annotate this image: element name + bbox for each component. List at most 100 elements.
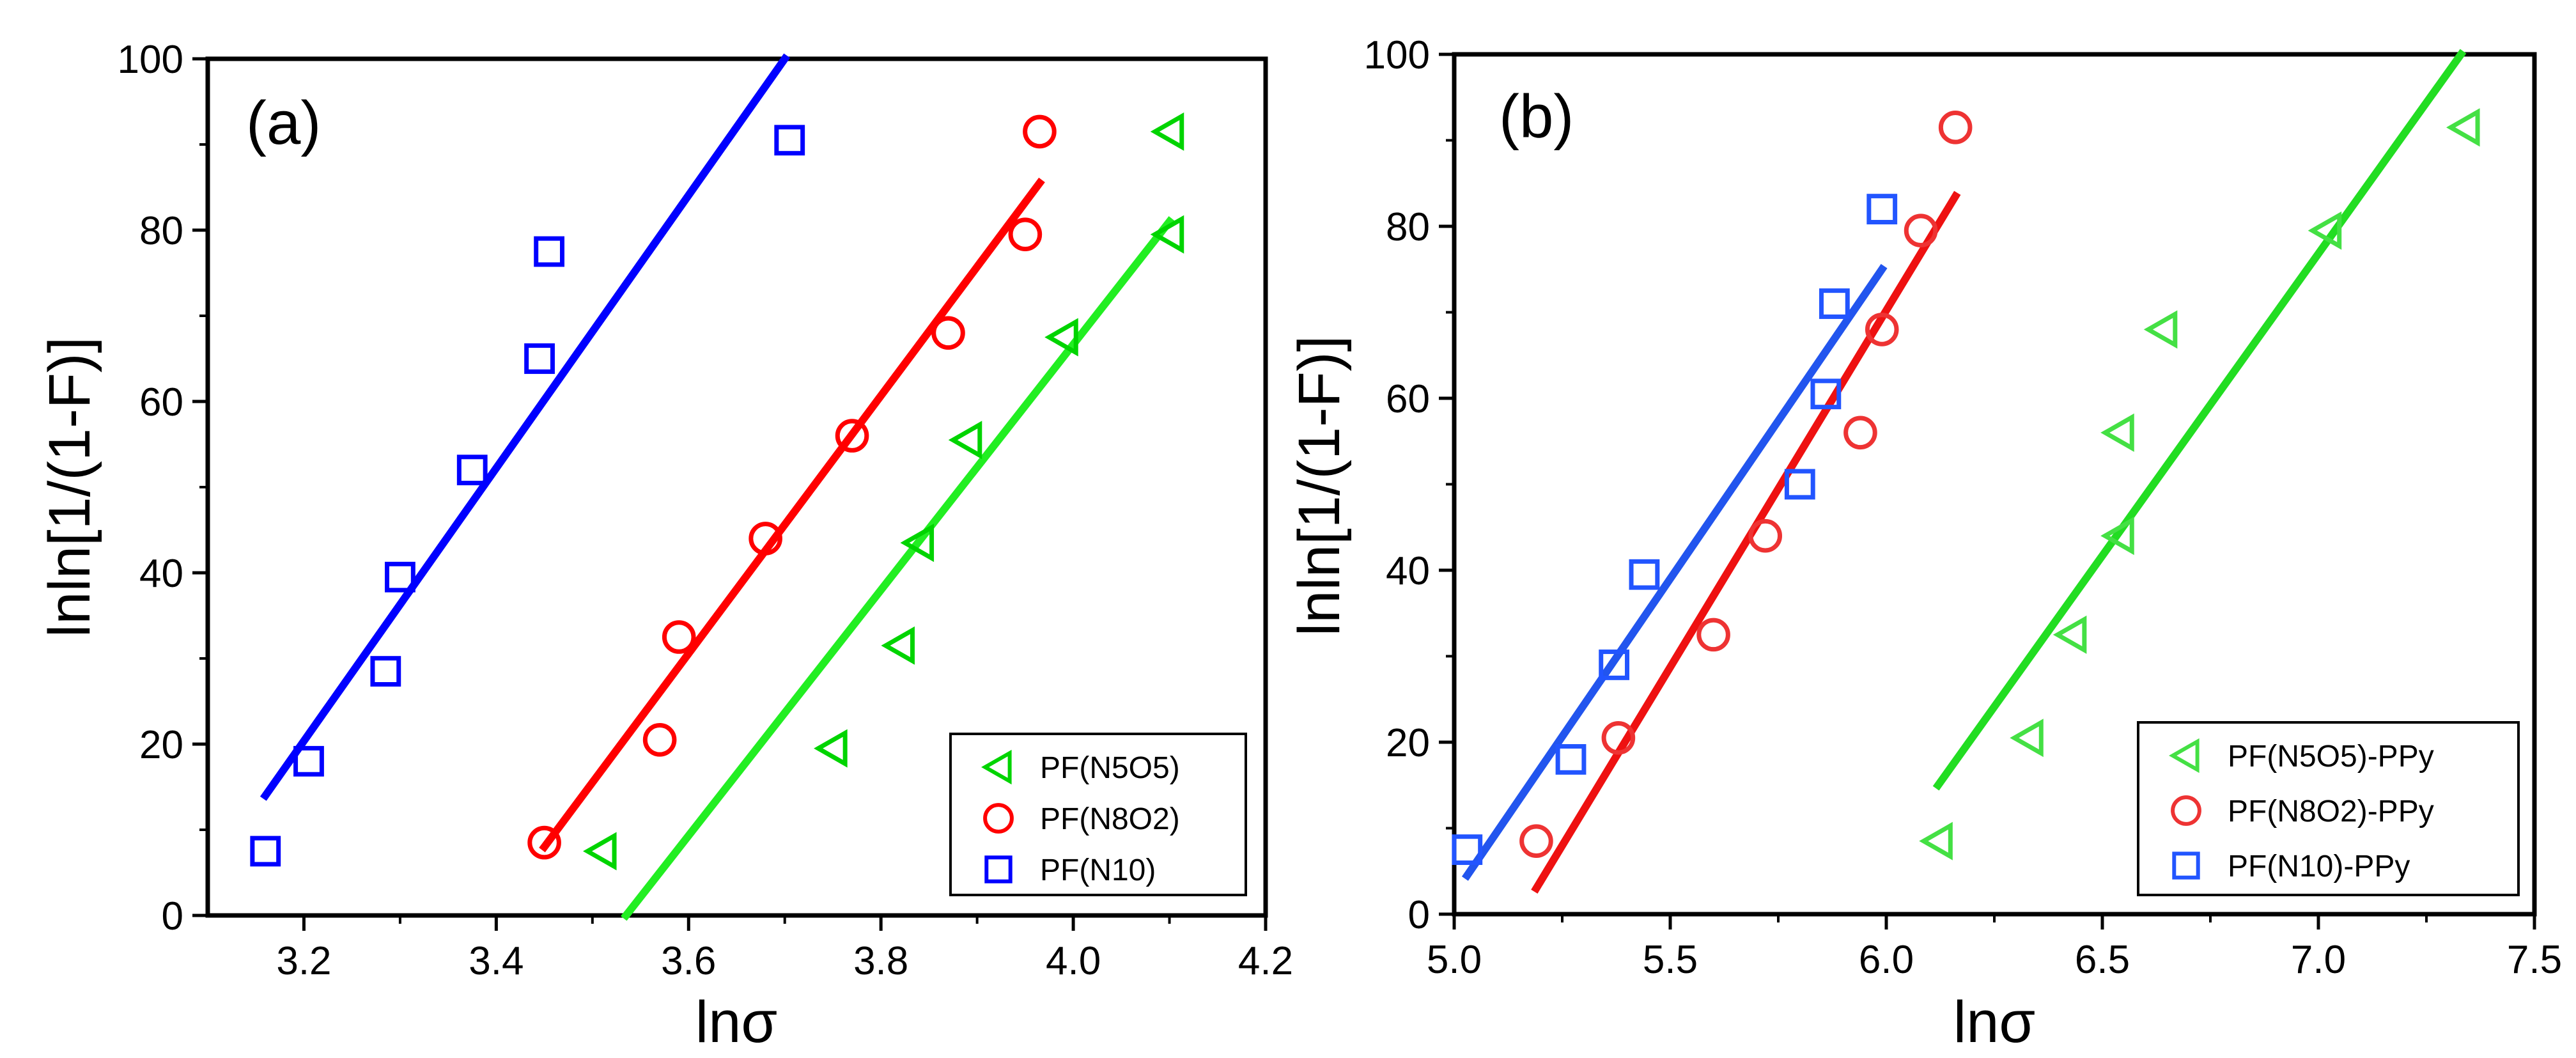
data-point (662, 620, 696, 654)
data-point (1866, 194, 1898, 225)
y-axis-title: lnln[1/(1-F)] (1287, 336, 1352, 636)
x-tick-label: 6.0 (1859, 938, 1914, 982)
y-tick-label: 40 (1386, 549, 1430, 593)
data-point (881, 626, 915, 665)
data-point (1601, 720, 1636, 755)
data-point (2010, 719, 2044, 758)
legend-marker (2172, 852, 2200, 880)
x-axis-title: lnσ (695, 990, 777, 1055)
x-tick-label: 6.5 (2075, 938, 2130, 982)
x-tick-label: 7.0 (2291, 938, 2346, 982)
data-point (1519, 824, 1553, 858)
data-point (1819, 288, 1850, 319)
data-point (527, 825, 561, 860)
legend-marker (2171, 795, 2201, 826)
fit-line (260, 53, 791, 801)
legend-label: PF(N8O2)-PPy (2228, 795, 2434, 829)
data-point (2052, 615, 2087, 654)
data-point (948, 421, 982, 460)
data-point (1843, 416, 1877, 450)
data-point (250, 836, 281, 867)
data-point (835, 419, 869, 453)
fit-line (1531, 191, 1961, 894)
panel-b: 5.0 5.5 6.0 6.5 7.0 7.5 0 20 40 60 80 100 (b) lnσ l… (1287, 33, 2562, 1055)
legend-box (949, 733, 1247, 896)
data-point (1008, 217, 1043, 252)
data-point (534, 236, 565, 267)
y-tick-label: 20 (139, 723, 183, 767)
data-point (1150, 112, 1184, 151)
y-tick-label: 60 (1386, 377, 1430, 421)
x-tick-label: 5.5 (1643, 938, 1698, 982)
legend-label: PF(N10) (1040, 853, 1156, 887)
legend-label: PF(N8O2) (1040, 802, 1180, 836)
legend-box (2137, 721, 2520, 896)
data-point (1748, 518, 1783, 553)
data-point (1810, 378, 1842, 410)
legend-label: PF(N10)-PPy (2228, 850, 2410, 883)
y-tick-label: 100 (1364, 33, 1430, 77)
y-tick-label: 0 (162, 894, 183, 938)
y-tick-label: 0 (1408, 893, 1430, 937)
panel-a: 3.2 3.4 3.6 3.8 4.0 4.2 0 20 40 60 80 100 (a) lnσ l… (37, 38, 1293, 1055)
x-tick-label: 4.0 (1046, 939, 1101, 983)
legend-marker (983, 803, 1014, 834)
data-point (1629, 559, 1660, 590)
data-point (642, 723, 677, 757)
data-point (814, 729, 848, 768)
legend-marker (981, 749, 1012, 785)
data-point (931, 316, 965, 350)
data-point (2308, 211, 2342, 250)
fit-line (539, 177, 1045, 853)
data-point (1044, 318, 1078, 357)
data-point (1452, 834, 1483, 866)
legend: PF(N5O5) PF(N8O2) PF(N10) (949, 733, 1247, 896)
y-tick-label: 80 (139, 209, 183, 253)
x-tick-label: 5.0 (1427, 938, 1482, 982)
data-point (774, 125, 805, 156)
y-tick-label: 80 (1386, 205, 1430, 249)
data-point (1150, 215, 1184, 254)
data-point (2143, 310, 2178, 349)
fit-line (621, 216, 1175, 921)
data-point (1904, 214, 1938, 248)
data-point (1784, 469, 1815, 500)
data-point (2100, 413, 2134, 452)
legend-label: PF(N5O5) (1040, 751, 1180, 785)
x-tick-label: 3.4 (469, 939, 524, 983)
data-point (370, 656, 401, 687)
x-tick-label: 3.2 (276, 939, 331, 983)
data-point (583, 832, 617, 871)
y-axis-title: lnln[1/(1-F)] (37, 337, 102, 637)
data-point (900, 524, 935, 563)
data-point (1938, 111, 1973, 144)
data-point (524, 343, 555, 374)
data-point (1919, 821, 1953, 860)
legend-marker (984, 855, 1013, 883)
legend-marker (2169, 738, 2200, 774)
x-tick-label: 7.5 (2507, 938, 2562, 982)
x-axis-title: lnσ (1953, 990, 2035, 1055)
data-point (749, 522, 782, 556)
fit-line (1461, 263, 1888, 881)
x-tick-label: 4.2 (1238, 939, 1293, 983)
data-point (1555, 744, 1587, 775)
y-tick-label: 20 (1386, 721, 1430, 765)
data-point (456, 455, 488, 486)
data-point (293, 745, 324, 777)
data-point (2100, 517, 2134, 556)
y-tick-label: 60 (139, 380, 183, 424)
data-point (1023, 114, 1057, 149)
fit-line (1932, 49, 2467, 791)
data-point (2446, 108, 2480, 147)
x-tick-label: 3.6 (661, 939, 716, 983)
legend-label: PF(N5O5)-PPy (2228, 740, 2434, 774)
data-point (1696, 618, 1730, 652)
legend: PF(N5O5)-PPy PF(N8O2)-PPy PF(N10)-PPy (2137, 721, 2520, 896)
data-point (1599, 650, 1630, 680)
panel-label: (a) (246, 89, 321, 157)
data-point (1865, 313, 1899, 346)
data-point (385, 561, 415, 593)
y-tick-label: 100 (118, 38, 183, 82)
